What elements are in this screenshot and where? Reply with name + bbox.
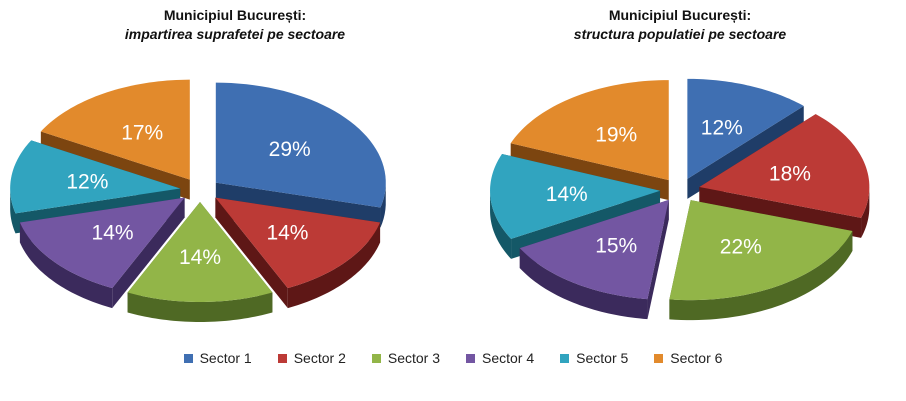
- legend-item-sector-6: Sector 6: [654, 350, 722, 366]
- legend-label: Sector 3: [387, 350, 440, 366]
- legend-swatch: [654, 353, 664, 363]
- chart-subtitle: structura populatiei pe sectoare: [573, 26, 787, 42]
- slice-rim: [287, 222, 381, 309]
- legend-item-sector-5: Sector 5: [560, 350, 628, 366]
- slice-wall: [215, 197, 288, 309]
- slice-data-label: 14%: [266, 222, 308, 245]
- slice-data-label: 14%: [92, 222, 134, 245]
- legend-item-sector-1: Sector 1: [183, 350, 252, 366]
- legend-label: Sector 5: [576, 350, 629, 366]
- slice-wall: [215, 182, 381, 228]
- legend-swatch: [183, 353, 193, 363]
- legend-swatch: [560, 353, 570, 363]
- chart-legend: Sector 1 Sector 2 Sector 3 Sector 4 Sect…: [0, 350, 906, 366]
- pie-chart-surface: 29% 14% 14% 14% 12% 17%: [10, 79, 386, 322]
- slice-data-label: 17%: [121, 121, 163, 144]
- slice-wall: [112, 197, 185, 309]
- slice-rim: [10, 187, 16, 234]
- chart-subtitle: impartirea suprafetei pe sectoare: [124, 26, 346, 42]
- slice-top: [215, 197, 381, 289]
- legend-label: Sector 6: [670, 350, 723, 366]
- legend-item-sector-2: Sector 2: [277, 350, 346, 366]
- chart-title: Municipiul București:: [608, 7, 752, 23]
- legend-swatch: [277, 353, 287, 363]
- legend-label: Sector 4: [482, 350, 535, 366]
- slice-rim: [127, 292, 273, 322]
- slice-top: [10, 140, 181, 214]
- pie-slice: [127, 202, 273, 322]
- legend-item-sector-3: Sector 3: [371, 350, 440, 366]
- slice-top: [19, 197, 185, 289]
- chart-title: Municipiul București:: [163, 7, 307, 23]
- slice-rim: [19, 222, 113, 309]
- slice-data-label: 29%: [269, 138, 311, 161]
- chart-title-population: Municipiul București: structura populati…: [470, 6, 890, 44]
- slice-data-label: 14%: [179, 246, 221, 269]
- legend-swatch: [466, 353, 475, 363]
- chart-title-surface: Municipiul București: impartirea suprafe…: [25, 6, 445, 44]
- pie-slice: [215, 197, 381, 309]
- slice-rim: [380, 185, 386, 228]
- legend-item-sector-4: Sector 4: [466, 350, 534, 366]
- legend-label: Sector 2: [293, 350, 346, 366]
- pie-slice: [215, 82, 386, 228]
- pie-slice: [19, 197, 185, 309]
- slice-data-label: 12%: [66, 171, 108, 194]
- slice-top: [40, 79, 190, 180]
- slice-top: [127, 202, 273, 302]
- legend-label: Sector 1: [199, 350, 252, 366]
- slice-top: [215, 82, 386, 208]
- legend-swatch: [371, 353, 381, 363]
